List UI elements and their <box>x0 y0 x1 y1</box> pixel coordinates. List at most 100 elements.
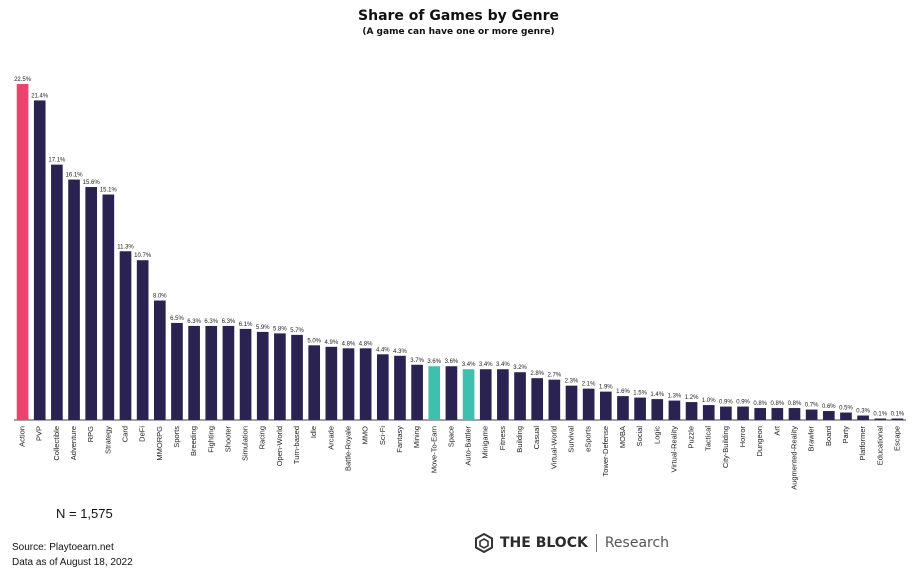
category-label: Social <box>635 426 644 447</box>
bar-tower-defense <box>599 391 612 420</box>
bar-escape <box>891 418 904 420</box>
bar-party <box>840 412 852 420</box>
value-label: 0.3% <box>856 409 870 415</box>
value-label: 0.8% <box>771 401 785 407</box>
bar-minigame <box>479 369 492 420</box>
value-label: 6.3% <box>187 319 201 325</box>
value-label: 2.3% <box>565 379 579 385</box>
bar-sci-fi <box>376 354 389 420</box>
category-label: Fighting <box>206 426 215 453</box>
category-label: Arcade <box>326 426 335 450</box>
bar-arcade <box>325 346 338 420</box>
bar-esports <box>582 388 595 420</box>
bar-fantasy <box>394 355 406 420</box>
value-label: 6.3% <box>222 319 236 325</box>
category-label: RPG <box>86 426 95 442</box>
category-label: Art <box>772 425 781 436</box>
bar-puzzle <box>685 402 698 420</box>
bar-move-to-earn <box>428 366 441 420</box>
value-label: 0.1% <box>873 412 887 418</box>
bar-card <box>119 251 132 420</box>
bar-fighting <box>205 325 218 420</box>
value-label: 4.8% <box>359 341 373 347</box>
value-label: 4.9% <box>325 340 339 346</box>
bar-brawler <box>805 409 818 420</box>
value-label: 6.5% <box>170 316 184 322</box>
bar-simulation <box>239 328 252 420</box>
bar-racing <box>256 331 269 420</box>
value-label: 3.4% <box>479 362 493 368</box>
category-label: eSports <box>584 426 593 452</box>
value-label: 1.6% <box>616 389 630 395</box>
value-label: 3.4% <box>496 362 510 368</box>
brand-divider <box>595 534 597 552</box>
value-label: 21.4% <box>31 93 49 99</box>
category-label: Educational <box>875 426 884 466</box>
value-label: 3.6% <box>427 359 441 365</box>
category-label: PVP <box>35 426 44 441</box>
value-label: 0.1% <box>891 412 905 418</box>
category-label: Horror <box>738 426 747 448</box>
category-label: Fitness <box>498 426 507 450</box>
category-label: Logic <box>652 426 661 444</box>
category-label: Simulation <box>241 426 250 461</box>
bar-turn-based <box>291 334 303 420</box>
bar-shooter <box>222 325 235 420</box>
value-label: 6.1% <box>239 322 253 328</box>
category-label: Platformer <box>858 425 867 460</box>
bar-collectible <box>51 164 63 420</box>
category-label: Action <box>18 426 27 447</box>
category-label: MMO <box>361 426 370 444</box>
source-label: Source: Playtoearn.net <box>12 542 114 553</box>
category-label: Puzzle <box>687 426 696 449</box>
brand-subtitle: Research <box>604 535 670 551</box>
value-label: 3.2% <box>513 365 527 371</box>
bar-space <box>445 366 458 420</box>
category-label: Card <box>121 426 130 442</box>
bar-casual <box>531 378 544 420</box>
category-label: Racing <box>258 426 267 449</box>
brand-logo: THE BLOCK Research <box>474 533 669 553</box>
value-label: 3.4% <box>462 362 476 368</box>
value-label: 4.8% <box>342 341 356 347</box>
value-label: 1.0% <box>702 398 716 404</box>
sample-size-label: N = 1,575 <box>56 506 113 521</box>
bar-rpg <box>85 187 98 420</box>
bar-virtual-world <box>548 379 561 420</box>
value-label: 5.7% <box>290 328 304 334</box>
bar-moba <box>617 396 629 420</box>
value-label: 0.7% <box>805 403 819 409</box>
category-label: Breeding <box>189 426 198 456</box>
bar-auto-battler <box>462 369 475 420</box>
category-label: Dungeon <box>755 426 764 456</box>
category-label: Shooter <box>223 426 232 453</box>
bar-battle-royale <box>342 348 355 420</box>
category-label: Fantasy <box>395 426 404 453</box>
value-label: 22.5% <box>14 77 32 83</box>
bar-platformer <box>857 415 869 420</box>
bar-horror <box>737 406 749 420</box>
bar-dungeon <box>754 408 767 420</box>
category-label: Sci-Fi <box>378 426 387 445</box>
category-label: Move-To-Earn <box>429 426 438 473</box>
category-label: MOBA <box>618 426 627 448</box>
bar-social <box>634 397 646 420</box>
category-label: DeFi <box>138 426 147 442</box>
value-label: 4.3% <box>393 349 407 355</box>
value-label: 5.0% <box>307 338 321 344</box>
value-label: 6.3% <box>204 319 218 325</box>
value-label: 0.9% <box>736 400 750 406</box>
value-label: 2.1% <box>582 382 596 388</box>
value-label: 8.0% <box>153 294 167 300</box>
bar-logic <box>651 399 664 420</box>
value-label: 1.4% <box>650 392 664 398</box>
category-label: Battle-Royale <box>344 426 353 471</box>
category-label: Virtual-Reality <box>669 426 678 473</box>
category-label: Auto-Battler <box>464 426 473 466</box>
bar-educational <box>874 418 887 420</box>
value-label: 3.6% <box>445 359 459 365</box>
category-label: Strategy <box>103 426 112 454</box>
value-label: 1.5% <box>633 391 647 397</box>
value-label: 0.9% <box>719 400 733 406</box>
bar-fitness <box>497 369 509 420</box>
